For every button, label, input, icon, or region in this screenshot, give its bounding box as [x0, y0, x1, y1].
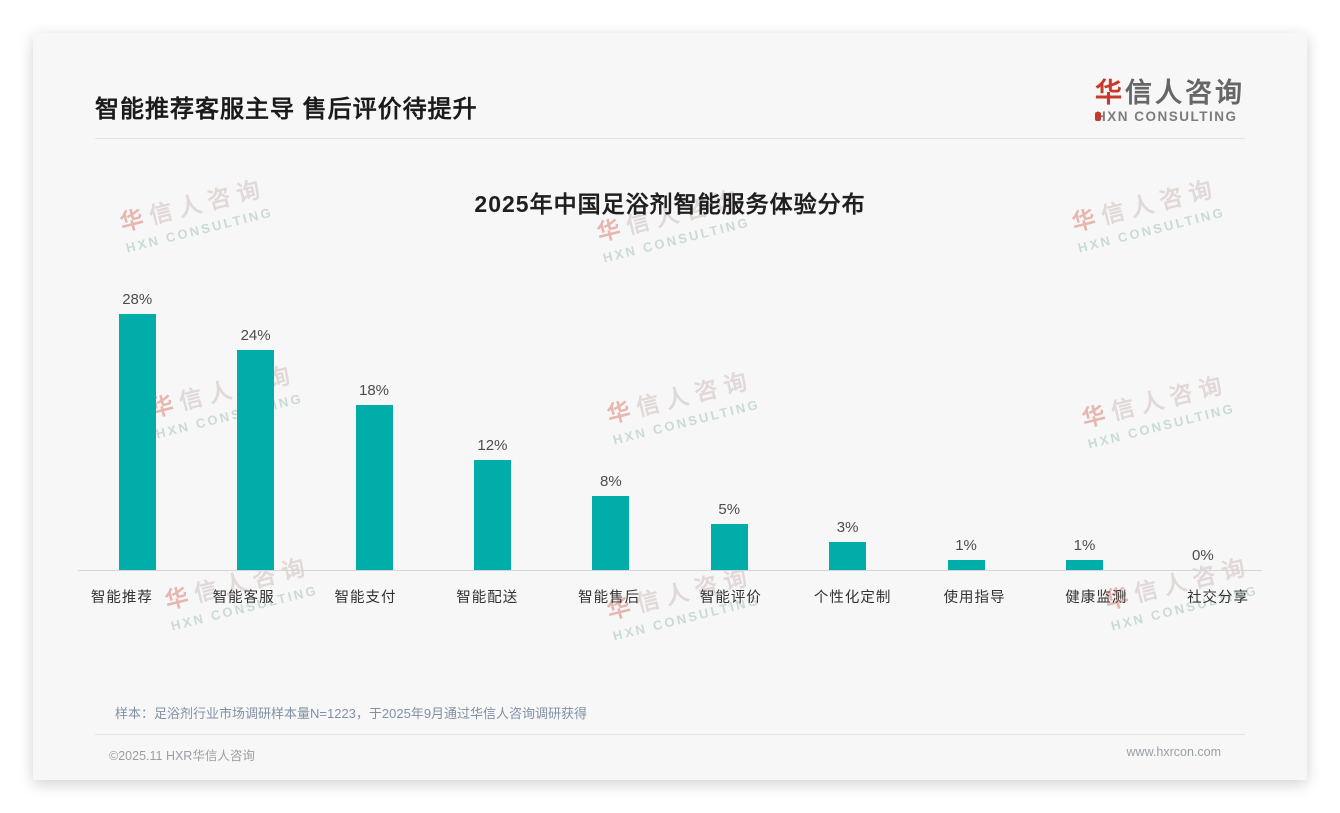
- plot-area: 28% 24% 18% 12% 8% 5% 3% 1% 1% 0% 智能推荐智: [78, 271, 1262, 607]
- bar-value-label: 12%: [477, 436, 508, 454]
- category-labels-row: 智能推荐 智能客服 智能支付 智能配送 智能售后 智能评价 个性化定制 使用指导 健康监测 社交分…: [61, 586, 1279, 607]
- category-label: 社交分享: [1187, 589, 1250, 606]
- category-label: 智能评价: [699, 589, 762, 606]
- bar-column: 28%: [78, 271, 196, 570]
- bar-value-label: 0%: [1192, 546, 1214, 564]
- bar-chart: 2025年中国足浴剂智能服务体验分布 28% 24% 18% 12% 8% 5%…: [78, 185, 1262, 607]
- company-logo: 华信人咨询 HXN CONSULTING: [1095, 73, 1245, 125]
- category-label: 智能支付: [334, 589, 397, 606]
- bar: [237, 350, 275, 570]
- logo-gray-chars: 信人咨询: [1125, 78, 1245, 108]
- bar-value-label: 1%: [955, 537, 977, 555]
- logo-english-text: HXN CONSULTING: [1095, 108, 1245, 125]
- bar-column: 8%: [552, 271, 670, 570]
- bar-column: 3%: [788, 271, 906, 570]
- bar: [1065, 560, 1103, 570]
- bar: [710, 523, 748, 570]
- bar: [473, 459, 511, 570]
- website-url: www.hxrcon.com: [1126, 744, 1221, 759]
- category-label: 智能客服: [212, 589, 275, 606]
- bar-value-label: 18%: [359, 382, 390, 400]
- bar-column: 5%: [670, 271, 788, 570]
- bar-value-label: 24%: [240, 327, 271, 345]
- category-label: 智能推荐: [90, 589, 153, 606]
- bar-column: 0%: [1144, 271, 1262, 570]
- header-divider: [95, 137, 1245, 139]
- bar: [355, 405, 393, 570]
- category-label: 个性化定制: [813, 589, 892, 606]
- bar: [829, 542, 867, 570]
- slide-card: 华信人咨询 HXN CONSULTING 华信人咨询 HXN CONSULTING 华信…: [33, 33, 1307, 780]
- sample-note: 样本：足浴剂行业市场调研样本量N=1223，于2025年9月通过华信人咨询调研获…: [115, 705, 588, 721]
- bar-column: 1%: [907, 271, 1025, 570]
- footer-divider: [95, 733, 1245, 735]
- category-label: 健康监测: [1065, 589, 1128, 606]
- bar-value-label: 8%: [599, 473, 622, 491]
- bars-row: 28% 24% 18% 12% 8% 5% 3% 1% 1% 0%: [78, 271, 1262, 571]
- bar-column: 24%: [196, 271, 314, 570]
- bar-column: 18%: [315, 271, 433, 570]
- bar-value-label: 28%: [122, 290, 153, 308]
- copyright-text: ©2025.11 HXR华信人咨询: [109, 748, 255, 763]
- page-title: 智能推荐客服主导 售后评价待提升: [95, 96, 478, 123]
- bar: [947, 560, 985, 570]
- bar: [592, 496, 630, 570]
- bar-value-label: 3%: [836, 519, 859, 537]
- logo-mark-icon: [1095, 111, 1101, 121]
- logo-chinese-text: 华信人咨询: [1095, 78, 1245, 109]
- category-label: 智能售后: [578, 589, 641, 606]
- bar-column: 1%: [1025, 271, 1143, 570]
- bar: [118, 313, 156, 570]
- footer: ©2025.11 HXR华信人咨询 www.hxrcon.com: [95, 735, 1245, 766]
- logo-red-char: 华: [1095, 78, 1125, 108]
- category-label: 智能配送: [456, 589, 519, 606]
- logo-en-label: HXN CONSULTING: [1096, 108, 1238, 124]
- bar-value-label: 5%: [718, 500, 741, 518]
- bar-value-label: 1%: [1073, 537, 1096, 555]
- header: 智能推荐客服主导 售后评价待提升 华信人咨询 HXN CONSULTING: [95, 73, 1245, 125]
- bar-column: 12%: [433, 271, 551, 570]
- chart-title: 2025年中国足浴剂智能服务体验分布: [474, 190, 866, 217]
- category-label: 使用指导: [943, 589, 1006, 606]
